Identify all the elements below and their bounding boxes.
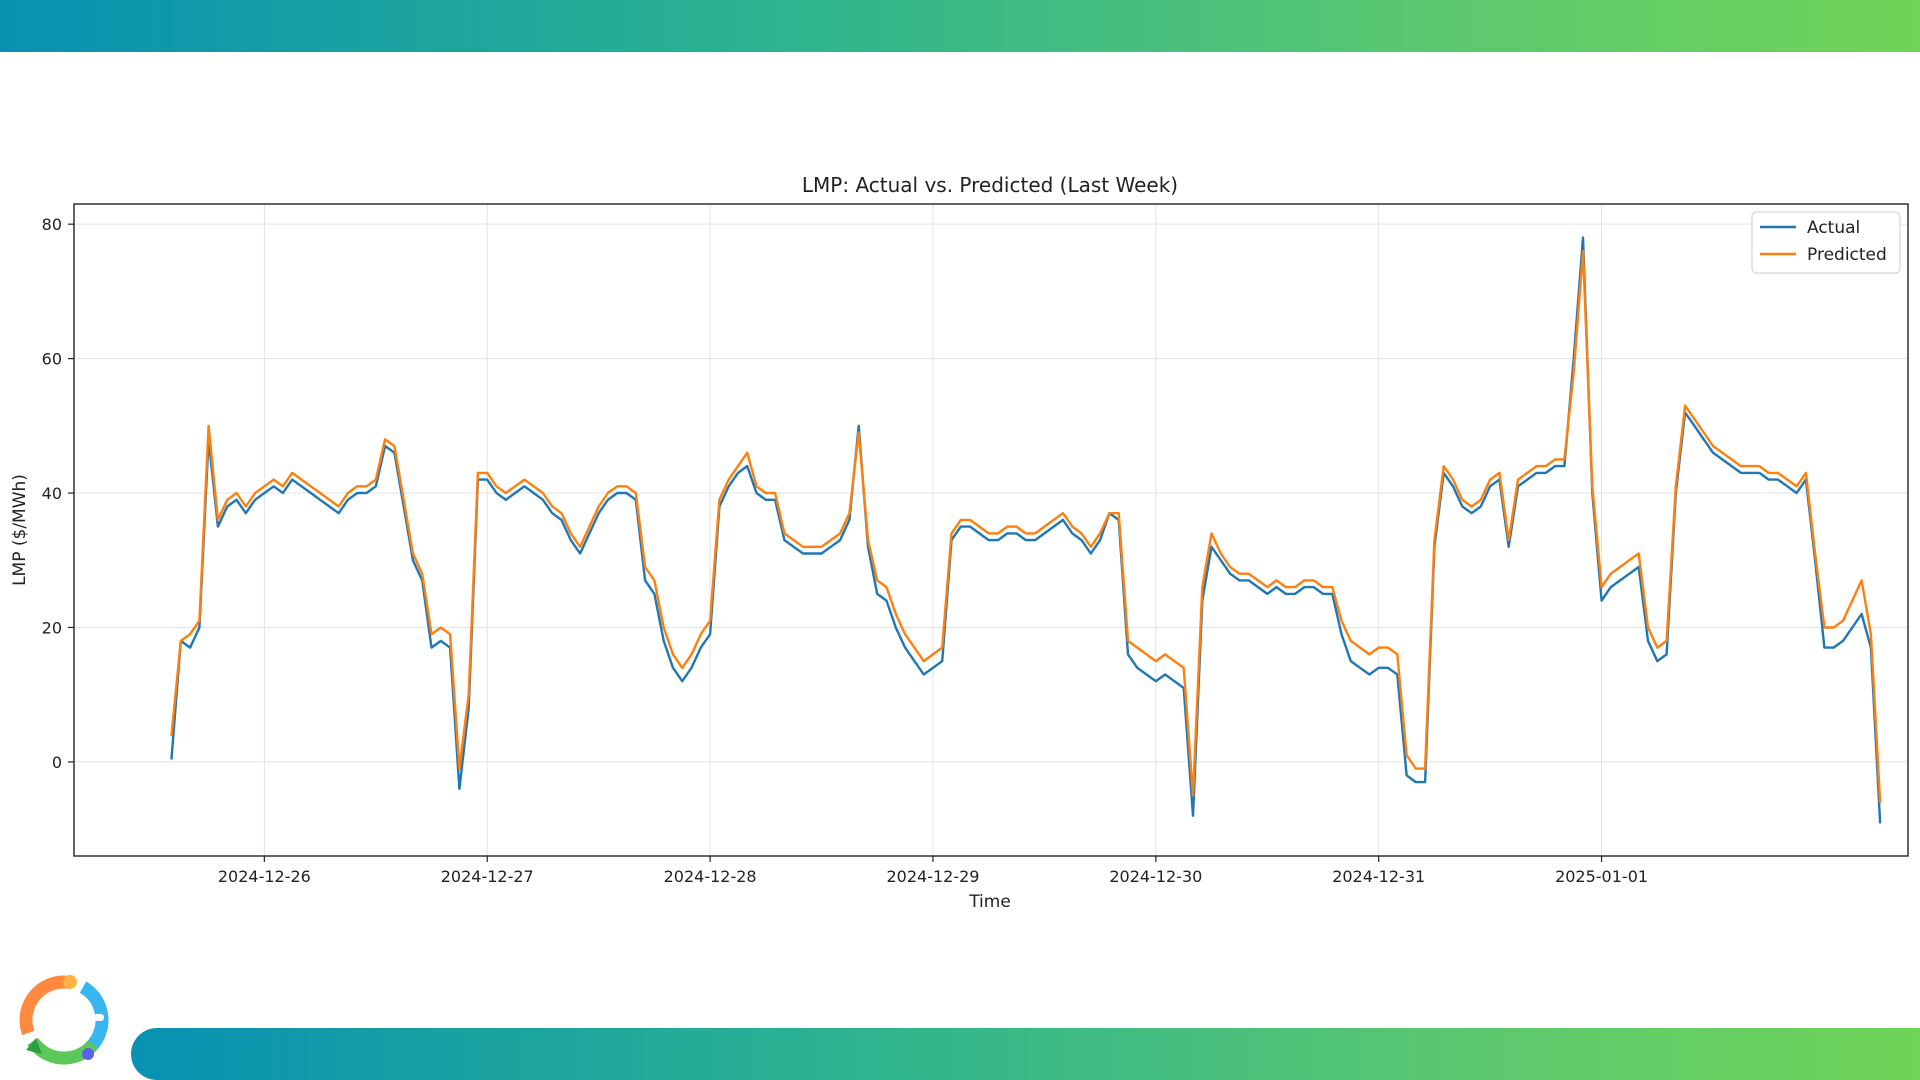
x-axis-title: Time xyxy=(968,892,1011,912)
chart-title: LMP: Actual vs. Predicted (Last Week) xyxy=(802,173,1178,197)
x-axis: 2024-12-26 2024-12-27 2024-12-28 2024-12-29… xyxy=(218,856,1648,886)
series-line-actual xyxy=(170,236,1882,824)
y-tick-label: 20 xyxy=(42,618,62,637)
y-axis-title: LMP ($/MWh) xyxy=(10,474,30,586)
series-line-predicted xyxy=(170,249,1882,804)
x-tick-label: 2024-12-27 xyxy=(441,867,534,886)
y-tick-label: 0 xyxy=(52,753,62,772)
plot-frame xyxy=(73,203,1909,857)
x-tick-label: 2024-12-26 xyxy=(218,867,311,886)
grid-layer xyxy=(74,204,1908,856)
x-tick-label: 2024-12-31 xyxy=(1332,867,1425,886)
x-tick-label: 2024-12-30 xyxy=(1109,867,1202,886)
lmp-line-chart: LMP: Actual vs. Predicted (Last Week) 20… xyxy=(10,173,1909,912)
x-tick-label: 2025-01-01 xyxy=(1555,867,1648,886)
top-accent-bar xyxy=(0,0,1920,52)
legend-label-actual: Actual xyxy=(1807,218,1860,238)
y-tick-label: 40 xyxy=(42,484,62,503)
x-tick-label: 2024-12-28 xyxy=(664,867,757,886)
bottom-accent-bar xyxy=(131,1028,1920,1080)
circular-rings-logo-icon xyxy=(19,975,109,1065)
series-layer xyxy=(170,236,1882,824)
y-axis: 0 20 40 60 80 xyxy=(42,215,74,772)
y-tick-label: 60 xyxy=(42,350,62,369)
legend: Actual Predicted xyxy=(1751,211,1901,274)
legend-label-predicted: Predicted xyxy=(1807,245,1887,265)
y-tick-label: 80 xyxy=(42,215,62,234)
x-tick-label: 2024-12-29 xyxy=(886,867,979,886)
